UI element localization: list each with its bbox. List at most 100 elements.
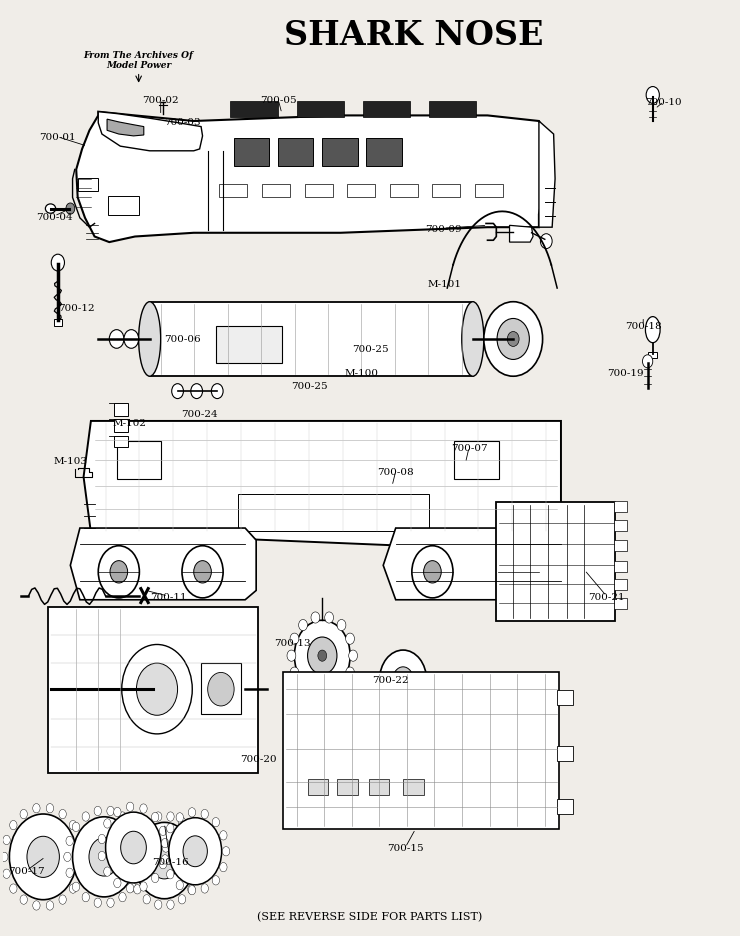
Circle shape — [287, 651, 296, 662]
Circle shape — [166, 812, 174, 821]
Circle shape — [135, 837, 142, 845]
Circle shape — [10, 821, 17, 830]
Circle shape — [311, 689, 320, 699]
Circle shape — [201, 884, 209, 893]
Circle shape — [166, 824, 174, 833]
Circle shape — [152, 873, 159, 883]
Bar — [369, 779, 389, 796]
Circle shape — [119, 812, 126, 821]
Circle shape — [51, 255, 64, 271]
Circle shape — [299, 620, 307, 631]
Circle shape — [188, 808, 195, 817]
Circle shape — [66, 837, 73, 845]
Bar — [220, 185, 247, 198]
Bar — [308, 779, 328, 796]
Bar — [614, 520, 627, 532]
Text: From The Archives Of
Model Power: From The Archives Of Model Power — [84, 51, 194, 70]
Bar — [283, 673, 559, 829]
Circle shape — [125, 856, 132, 865]
Circle shape — [172, 385, 184, 399]
Circle shape — [98, 835, 106, 843]
Circle shape — [169, 818, 222, 885]
Ellipse shape — [45, 205, 56, 214]
Circle shape — [127, 871, 135, 881]
Circle shape — [73, 883, 80, 891]
Circle shape — [194, 871, 201, 881]
Circle shape — [308, 637, 337, 675]
Circle shape — [107, 898, 114, 907]
Bar — [475, 185, 503, 198]
Circle shape — [159, 859, 166, 869]
Circle shape — [143, 817, 150, 826]
Circle shape — [201, 810, 209, 819]
Circle shape — [106, 812, 161, 883]
Circle shape — [134, 823, 195, 899]
Circle shape — [161, 839, 169, 848]
Circle shape — [20, 895, 27, 904]
Circle shape — [183, 836, 207, 867]
Circle shape — [223, 847, 229, 856]
Circle shape — [155, 900, 162, 909]
Circle shape — [127, 841, 135, 850]
Circle shape — [325, 612, 334, 623]
Polygon shape — [84, 421, 561, 551]
Circle shape — [290, 634, 299, 645]
Circle shape — [129, 883, 136, 891]
Circle shape — [212, 876, 220, 885]
Circle shape — [3, 836, 10, 844]
Bar — [432, 185, 460, 198]
Circle shape — [119, 893, 126, 902]
Bar — [78, 179, 98, 192]
Circle shape — [159, 826, 166, 836]
Bar — [614, 598, 627, 609]
Text: 700-09: 700-09 — [425, 225, 462, 233]
Circle shape — [182, 547, 223, 598]
Text: SHARK NOSE: SHARK NOSE — [284, 19, 544, 51]
Circle shape — [191, 385, 203, 399]
Circle shape — [349, 651, 357, 662]
Circle shape — [346, 634, 354, 645]
Text: 700-04: 700-04 — [36, 212, 73, 221]
Bar — [262, 185, 290, 198]
Bar — [322, 139, 357, 167]
Circle shape — [73, 823, 80, 832]
Circle shape — [76, 870, 84, 879]
Text: 700-16: 700-16 — [152, 857, 189, 866]
Circle shape — [295, 621, 350, 692]
Circle shape — [134, 827, 141, 837]
Circle shape — [412, 547, 453, 598]
Text: 700-25: 700-25 — [352, 344, 389, 354]
Bar — [108, 197, 138, 216]
Circle shape — [290, 667, 299, 679]
Circle shape — [127, 884, 134, 893]
Text: (SEE REVERSE SIDE FOR PARTS LIST): (SEE REVERSE SIDE FOR PARTS LIST) — [258, 912, 482, 922]
Circle shape — [98, 852, 106, 861]
Bar — [297, 101, 344, 118]
Circle shape — [318, 651, 326, 662]
Circle shape — [82, 893, 90, 902]
Bar — [230, 101, 278, 118]
Bar — [454, 442, 499, 479]
Circle shape — [129, 823, 136, 832]
Circle shape — [78, 853, 86, 861]
Circle shape — [82, 812, 90, 821]
Circle shape — [70, 884, 77, 893]
Bar — [216, 327, 282, 364]
Circle shape — [150, 842, 179, 879]
Text: 700-05: 700-05 — [260, 96, 297, 105]
Circle shape — [70, 821, 77, 830]
Circle shape — [212, 818, 220, 827]
Circle shape — [136, 664, 178, 715]
Bar — [117, 442, 161, 479]
Circle shape — [121, 831, 147, 864]
Text: 700-20: 700-20 — [240, 753, 277, 763]
Bar — [556, 799, 573, 814]
Text: 700-10: 700-10 — [645, 98, 682, 107]
Text: M-101: M-101 — [428, 279, 462, 288]
Text: 700-11: 700-11 — [149, 592, 186, 601]
Bar — [48, 607, 258, 773]
Bar — [428, 101, 477, 118]
Circle shape — [337, 680, 346, 692]
Circle shape — [155, 812, 162, 821]
Polygon shape — [383, 529, 572, 600]
